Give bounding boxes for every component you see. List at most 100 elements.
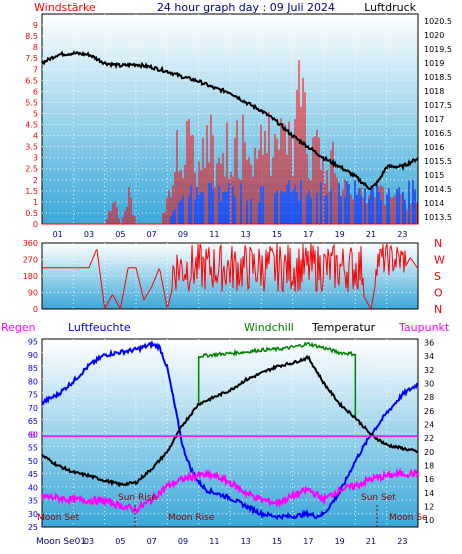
humidity-tick-label: 80 (28, 377, 38, 386)
temperature-tick-label: 32 (424, 366, 434, 375)
wind-tick-label: 0 (33, 220, 38, 229)
hour-tick-label: 17 (303, 230, 313, 239)
humidity-tick-label: 60 (28, 430, 38, 439)
humidity-tick-label: 35 (28, 497, 38, 506)
direction-series (42, 243, 419, 311)
wind-axis-title: Windstärke (34, 1, 96, 14)
gust-series (170, 179, 416, 224)
humidity-tick-label: 85 (28, 364, 38, 373)
hour-tick-label: 19 (335, 230, 345, 239)
pressure-tick-label: 1016 (424, 143, 444, 152)
humidity-tick-label: 70 (28, 404, 38, 413)
windchill-line (199, 341, 356, 359)
hour-tick-label: 09 (178, 230, 188, 239)
temperature-line (41, 354, 419, 488)
temperature-tick-label: 28 (424, 393, 434, 402)
humidity-tick-label: 95 (28, 338, 38, 347)
temperature-tick-label: 12 (424, 502, 434, 511)
wind-grid (42, 14, 418, 224)
hour-tick-label: 03 (84, 230, 94, 239)
temperature-tick-label: 10 (424, 516, 434, 525)
pressure-tick-label: 1015.5 (424, 157, 452, 166)
humidity-tick-label: 40 (28, 483, 38, 492)
hour-tick-label: 13 (241, 537, 251, 546)
hour-tick-label: 21 (366, 230, 376, 239)
hour-tick-label: 23 (397, 537, 407, 546)
temperature-tick-label: 36 (424, 338, 434, 347)
humidity-line (41, 340, 419, 521)
hour-tick-label: 01 (53, 230, 63, 239)
temperature-tick-label: 34 (424, 352, 434, 361)
pressure-tick-label: 1017 (424, 115, 444, 124)
humidity-tick-label: 75 (28, 391, 38, 400)
legend-windchill: Windchill (244, 321, 294, 334)
direction-line (42, 243, 419, 311)
legend-dewpoint: Taupunkt (398, 321, 450, 334)
wind-tick-label: 3 (33, 154, 38, 163)
wind-tick-label: 2.5 (25, 165, 38, 174)
humidity-tick-label: 45 (28, 470, 38, 479)
moon-set-label: Moon Set (37, 513, 80, 523)
humidity-tick-label: 30 (28, 510, 38, 519)
humidity-tick-label: 65 (28, 417, 38, 426)
hour-tick-label: 11 (209, 537, 219, 546)
wind-tick-label: 1.5 (25, 187, 38, 196)
pressure-axis-title: Luftdruck (364, 1, 416, 14)
temperature-tick-label: 18 (424, 461, 434, 470)
humidity-axis-title: Luftfeuchte (68, 321, 131, 334)
pressure-tick-label: 1019 (424, 59, 444, 68)
temperature-tick-label: 20 (424, 448, 434, 457)
rain-value-label: 0 (30, 431, 36, 441)
humidity-tick-label: 55 (28, 444, 38, 453)
wind-tick-label: 4 (33, 132, 38, 141)
hour-tick-label: 19 (335, 537, 345, 546)
wind-tick-label: 7 (33, 65, 38, 74)
hour-tick-label: 11 (209, 230, 219, 239)
chart-title: 24 hour graph day : 09 Juli 2024 (157, 1, 335, 14)
wind-tick-label: 3.5 (25, 143, 38, 152)
humidity-tick-label: 50 (28, 457, 38, 466)
sun-rise-label: Sun Rise (118, 493, 157, 503)
sun-set-label: Sun Set (361, 493, 396, 503)
wind-tick-label: 8.5 (25, 32, 38, 41)
pressure-tick-label: 1014.5 (424, 185, 452, 194)
direction-tick-label: 90 (28, 289, 38, 298)
wind-tick-label: 6.5 (25, 76, 38, 85)
temperature-tick-label: 24 (424, 420, 434, 429)
humidity-tick-label: 25 (28, 523, 38, 532)
compass-label: O (434, 287, 443, 300)
temperature-tick-label: 14 (424, 489, 434, 498)
dewpoint-line (41, 467, 419, 515)
hour-tick-label: 17 (303, 537, 313, 546)
pressure-tick-label: 1019.5 (424, 45, 452, 54)
moon-set-right-label: Moon Se (389, 513, 428, 523)
direction-tick-label: 180 (23, 272, 38, 281)
temperature-tick-label: 22 (424, 434, 434, 443)
compass-label: S (434, 270, 441, 283)
hour-tick-label: 23 (397, 230, 407, 239)
pressure-tick-label: 1020.5 (424, 17, 452, 26)
dewpoint-series (41, 467, 419, 515)
wind-tick-label: 9 (33, 21, 38, 30)
hour-tick-label: 07 (147, 537, 157, 546)
hour-tick-label: 05 (115, 537, 125, 546)
wind-tick-label: 7.5 (25, 54, 38, 63)
rain-axis-title: Regen (1, 321, 36, 334)
direction-tick-label: 0 (33, 305, 38, 314)
pressure-series (41, 50, 419, 191)
compass-label: N (434, 303, 442, 316)
wind-tick-label: 2 (33, 176, 38, 185)
legend-temperature: Temperatur (311, 321, 376, 334)
windchill-series (197, 341, 357, 418)
direction-tick-label: 270 (23, 256, 38, 265)
pressure-tick-label: 1015 (424, 171, 444, 180)
pressure-line (41, 50, 419, 191)
temperature-tick-label: 30 (424, 379, 434, 388)
wind-tick-label: 0.5 (25, 209, 38, 218)
pressure-tick-label: 1014 (424, 199, 444, 208)
direction-tick-label: 360 (23, 239, 38, 248)
moon-set-axis-label: Moon Se01 (36, 537, 86, 547)
humidity-tick-label: 90 (28, 351, 38, 360)
